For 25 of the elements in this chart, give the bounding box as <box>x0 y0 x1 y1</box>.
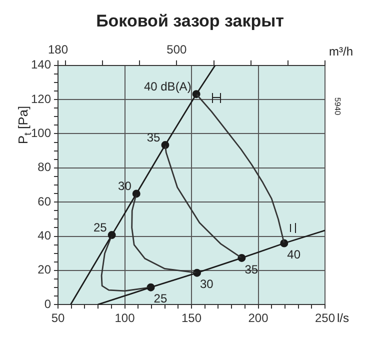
x-tick-label: 250 <box>314 311 336 326</box>
annotation: 30 <box>200 277 214 292</box>
x-tick-label: 100 <box>114 311 136 326</box>
x2-axis-title: m³/h <box>329 44 353 59</box>
y-tick-label: 0 <box>44 296 52 311</box>
annotation: 25 <box>93 220 108 234</box>
x2-tick-label: 500 <box>166 42 188 57</box>
chart-title: Боковой зазор закрыт <box>96 12 284 31</box>
x-axis-title: l/s <box>337 310 349 325</box>
y-tick-label: 120 <box>30 92 52 106</box>
y-tick-label: 20 <box>38 262 52 277</box>
y-tick-label: 40 <box>38 228 52 243</box>
annotation: 40 dB(A) <box>144 79 192 94</box>
x-tick-label: 200 <box>248 311 269 326</box>
annotation: 40 <box>287 248 301 262</box>
x-tick-label: 150 <box>181 311 202 326</box>
annotation: 25 <box>154 292 168 306</box>
y-tick-label: 100 <box>30 126 52 140</box>
text: 5940 <box>332 97 342 116</box>
y-tick-label: 80 <box>38 160 52 174</box>
annotation: 35 <box>146 130 161 144</box>
y-tick-label: 60 <box>38 194 52 208</box>
y-tick-label: 140 <box>30 58 52 72</box>
x2-tick-label: 180 <box>48 42 68 57</box>
x-tick-label: 50 <box>51 311 66 326</box>
